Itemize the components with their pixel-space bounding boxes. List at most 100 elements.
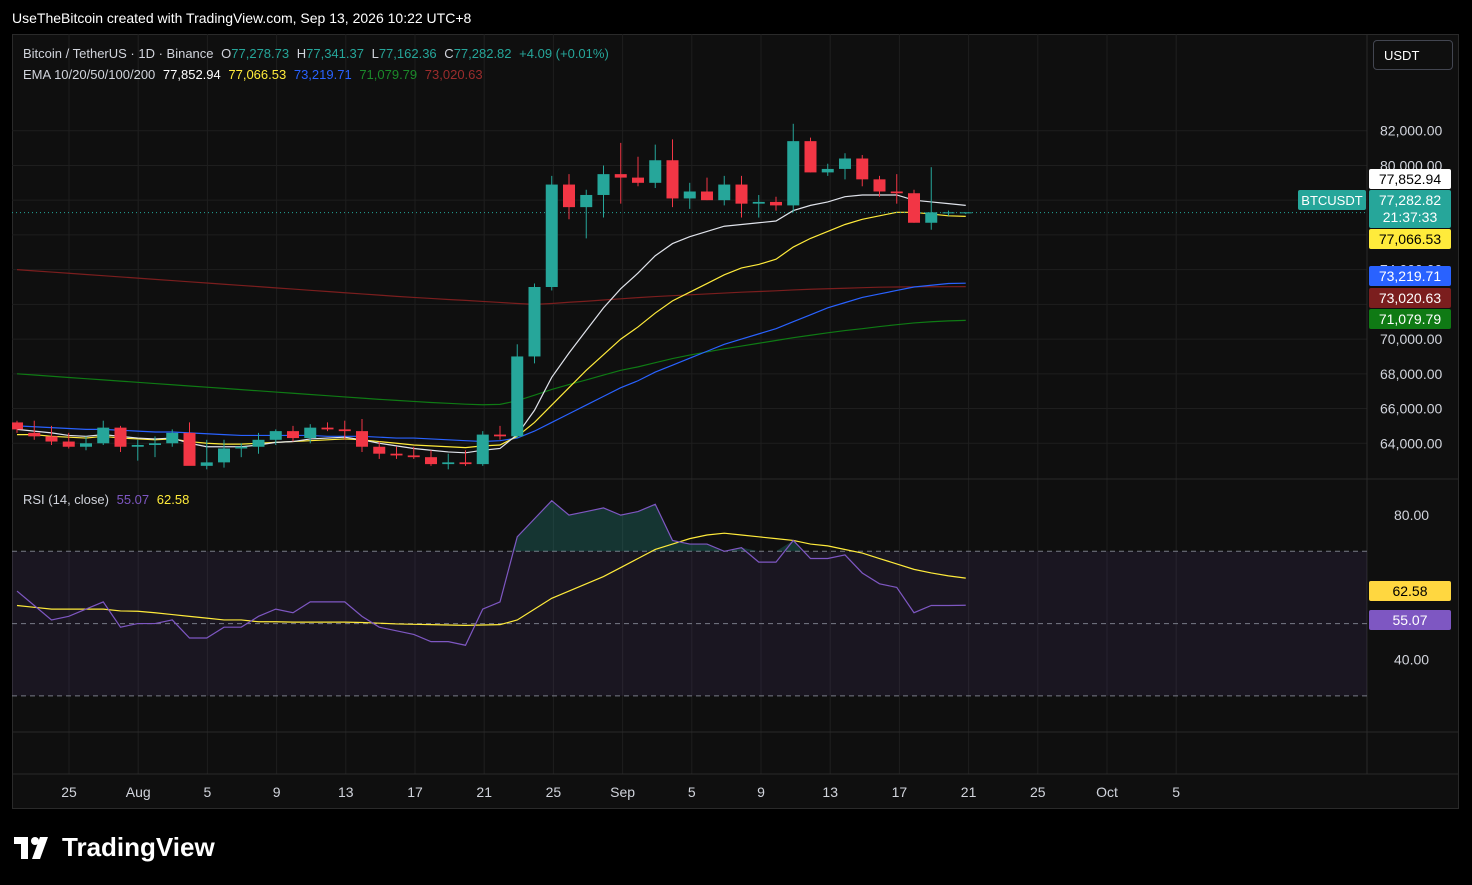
candle-body bbox=[925, 212, 938, 223]
chart-area[interactable]: 82,000.0080,000.0074,000.0070,000.0068,0… bbox=[12, 34, 1459, 809]
candle-body bbox=[459, 462, 472, 465]
time-tick-label: 17 bbox=[892, 784, 908, 800]
rsi-ma-tag-bg bbox=[1369, 581, 1451, 601]
ohlc-open: O77,278.73 bbox=[221, 46, 290, 61]
ema20-line bbox=[17, 211, 966, 449]
header-credit: UseTheBitcoin created with TradingView.c… bbox=[12, 10, 472, 26]
candle-body bbox=[752, 201, 765, 204]
rsi-ma-tag: 62.58 bbox=[1392, 583, 1427, 599]
rsi-line bbox=[16, 499, 966, 646]
candle-body bbox=[545, 184, 558, 287]
candle-body bbox=[442, 462, 455, 465]
candle-body bbox=[476, 434, 489, 465]
price-tick-label: 68,000.00 bbox=[1380, 366, 1442, 382]
candle-body bbox=[614, 174, 627, 178]
time-tick-label: 25 bbox=[1030, 784, 1046, 800]
axes: 82,000.0080,000.0074,000.0070,000.0068,0… bbox=[61, 123, 1442, 800]
time-tick-label: 9 bbox=[273, 784, 281, 800]
rsi-value: 55.07 bbox=[116, 492, 150, 507]
candle-body bbox=[511, 356, 524, 437]
candle-body bbox=[45, 436, 58, 442]
rsi-legend[interactable]: RSI (14, close) 55.07 62.58 bbox=[23, 492, 193, 507]
candle-body bbox=[580, 194, 593, 208]
ohlc-close: C77,282.82 bbox=[444, 46, 512, 61]
time-tick-label: Sep bbox=[610, 784, 635, 800]
price-tick-label: 70,000.00 bbox=[1380, 331, 1442, 347]
price-tick-label: 66,000.00 bbox=[1380, 401, 1442, 417]
candle-body bbox=[804, 141, 817, 173]
candle-body bbox=[770, 201, 782, 206]
candle-body bbox=[183, 432, 196, 466]
ema20-price-tag: 77,066.53 bbox=[1379, 231, 1441, 247]
currency-button[interactable]: USDT bbox=[1373, 40, 1453, 70]
candle-body bbox=[494, 434, 506, 437]
last-price-tag-bg bbox=[1369, 190, 1451, 228]
chart-frame[interactable] bbox=[12, 34, 1459, 809]
symbol-name: Bitcoin / TetherUS · 1D · Binance bbox=[23, 46, 214, 61]
candle-body bbox=[839, 158, 851, 169]
candle-body bbox=[321, 427, 334, 430]
rsi-tag-bg bbox=[1369, 610, 1451, 630]
symbol-legend[interactable]: Bitcoin / TetherUS · 1D · Binance O77,27… bbox=[23, 46, 613, 61]
candle-body bbox=[718, 184, 731, 201]
candle-body bbox=[338, 429, 351, 432]
candle-body bbox=[390, 453, 403, 456]
candle-body bbox=[131, 445, 144, 447]
ema200-line bbox=[16, 269, 966, 305]
ema100-price-tag: 71,079.79 bbox=[1379, 311, 1441, 327]
candle-body bbox=[873, 179, 886, 192]
candle-body bbox=[683, 191, 696, 199]
price-tick-label: 64,000.00 bbox=[1380, 435, 1442, 451]
time-tick-label: 9 bbox=[757, 784, 765, 800]
ohlc-low: L77,162.36 bbox=[371, 46, 437, 61]
rsi-ma-line bbox=[16, 532, 966, 626]
candle-body bbox=[666, 160, 679, 199]
candle-body bbox=[62, 441, 75, 447]
time-tick-label: 5 bbox=[1172, 784, 1180, 800]
ticker-tag: BTCUSDT bbox=[1301, 193, 1362, 208]
time-tick-label: 21 bbox=[961, 784, 977, 800]
time-tick-label: 25 bbox=[546, 784, 562, 800]
ema10-value: 77,852.94 bbox=[162, 67, 221, 82]
candle-body bbox=[908, 193, 920, 223]
countdown-tag: 21:37:33 bbox=[1383, 209, 1438, 225]
ema200-price-tag-bg bbox=[1369, 288, 1451, 308]
candle-body bbox=[200, 462, 213, 466]
candle-body bbox=[632, 177, 644, 183]
ticker-tag-bg bbox=[1298, 190, 1366, 210]
candles bbox=[12, 123, 972, 470]
rsi-bands bbox=[12, 500, 1367, 697]
tradingview-watermark[interactable]: TradingView bbox=[14, 832, 215, 863]
ema100-line bbox=[16, 319, 966, 406]
ema50-price-tag-bg bbox=[1369, 266, 1451, 286]
candle-body bbox=[890, 191, 903, 194]
grid bbox=[12, 34, 1459, 775]
candle-body bbox=[856, 158, 869, 180]
ema100-price-tag-bg bbox=[1369, 309, 1451, 329]
candle-body bbox=[528, 287, 541, 357]
candle-body bbox=[563, 184, 575, 208]
ema10-price-tag-bg bbox=[1369, 169, 1451, 189]
rsi-overbought-fill bbox=[512, 500, 802, 552]
time-tick-label: Aug bbox=[126, 784, 151, 800]
candle-body bbox=[597, 174, 610, 195]
ema10-price-tag: 77,852.94 bbox=[1379, 171, 1441, 187]
candle-body bbox=[942, 212, 955, 214]
rsi-label: RSI (14, close) bbox=[23, 492, 109, 507]
candle-body bbox=[28, 432, 41, 437]
rsi-tick-label: 40.00 bbox=[1394, 652, 1429, 668]
time-tick-label: 5 bbox=[204, 784, 212, 800]
rsi-lines bbox=[16, 499, 966, 646]
candle-body bbox=[114, 427, 127, 447]
time-tick-label: 17 bbox=[407, 784, 423, 800]
time-tick-label: 21 bbox=[476, 784, 492, 800]
candle-body bbox=[235, 446, 248, 449]
candle-body bbox=[959, 212, 972, 214]
ema-legend[interactable]: EMA 10/20/50/100/200 77,852.94 77,066.53… bbox=[23, 67, 487, 82]
candle-body bbox=[787, 141, 800, 206]
rsi-tick-label: 80.00 bbox=[1394, 507, 1429, 523]
ema200-value: 73,020.63 bbox=[424, 67, 483, 82]
ema100-value: 71,079.79 bbox=[359, 67, 418, 82]
candle-body bbox=[425, 457, 437, 465]
